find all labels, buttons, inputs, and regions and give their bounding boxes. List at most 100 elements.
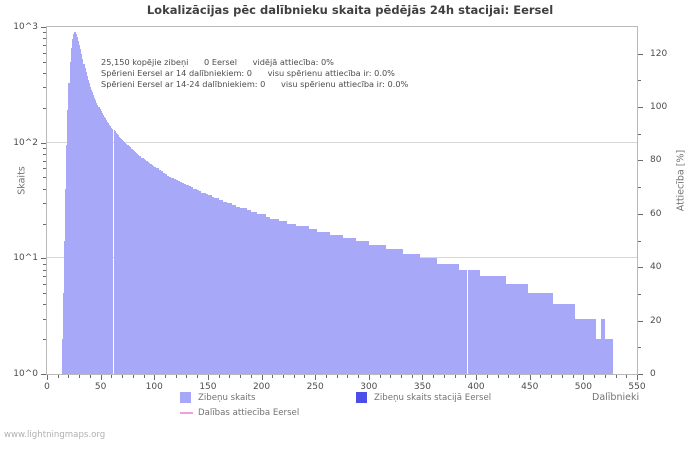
histogram-bar: [291, 223, 296, 374]
x-axis-minor-tick: [283, 375, 284, 378]
y-axis-right-tick: [638, 320, 643, 322]
x-axis-minor-tick: [132, 375, 134, 378]
x-axis-minor-tick: [272, 375, 274, 378]
x-axis-minor-tick: [175, 375, 177, 378]
histogram-bar: [158, 170, 161, 374]
legend-item[interactable]: Dalības attiecība Eersel: [180, 408, 299, 418]
histogram-bar: [244, 208, 247, 374]
histogram-bar: [188, 186, 191, 374]
histogram-bar: [416, 253, 421, 374]
y-axis-left-minor-tick: [43, 339, 46, 341]
histogram-bar: [566, 304, 571, 374]
histogram-bar: [398, 249, 404, 374]
histogram-bar: [152, 165, 154, 374]
x-axis-tick-label: 0: [44, 382, 50, 392]
histogram-bar: [146, 161, 148, 374]
histogram-bar: [536, 293, 541, 374]
histogram-bar: [138, 155, 140, 374]
x-axis-minor-tick: [336, 375, 338, 378]
y-axis-right-minor-tick: [638, 347, 641, 349]
legend-item[interactable]: Zibeņu skaits stacijā Eersel: [356, 392, 491, 403]
histogram-bar: [233, 204, 236, 374]
x-axis-minor-tick: [57, 375, 59, 378]
y-axis-left-tick: [41, 258, 46, 260]
histogram-bar: [88, 83, 90, 374]
x-axis-tick: [207, 375, 209, 380]
histogram-bar: [98, 107, 100, 374]
histogram-bar: [220, 199, 223, 374]
y-axis-left-tick-label: 10^1: [13, 253, 38, 264]
histogram-bar: [347, 237, 352, 374]
legend-item[interactable]: Zibeņu skaits: [180, 392, 255, 403]
histogram-bar: [111, 127, 113, 374]
y-axis-right-tick-label: 80: [650, 155, 662, 166]
histogram-bar: [96, 102, 98, 374]
y-axis-left-minor-tick: [43, 188, 46, 190]
histogram-bar: [242, 208, 245, 374]
x-axis-minor-tick: [454, 375, 456, 378]
histogram-bar: [523, 284, 528, 374]
histogram-bar: [129, 147, 131, 374]
y-axis-left-tick: [41, 374, 46, 375]
histogram-bar: [203, 192, 206, 374]
histogram-bar: [237, 206, 241, 374]
histogram-bar: [385, 249, 391, 374]
histogram-bar: [113, 130, 115, 374]
histogram-bar: [148, 162, 150, 374]
x-axis-minor-tick: [250, 375, 252, 378]
legend-label: Dalības attiecība Eersel: [198, 408, 300, 418]
x-axis-minor-tick: [615, 375, 617, 378]
histogram-bar: [420, 258, 425, 374]
x-axis-minor-tick: [186, 375, 188, 378]
legend-line-marker-icon: [180, 412, 193, 414]
histogram-bar: [514, 284, 519, 374]
histogram-bar: [214, 198, 217, 374]
histogram-bar: [149, 163, 152, 374]
y-axis-left-title: Skaits: [16, 166, 28, 195]
x-axis-tick: [47, 375, 48, 380]
histogram-bar: [109, 124, 111, 374]
x-axis-minor-tick: [401, 375, 402, 378]
histogram-bar: [153, 165, 155, 374]
histogram-bar: [132, 150, 134, 374]
histogram-bar: [519, 284, 524, 374]
histogram-bar: [225, 201, 228, 374]
x-axis-minor-tick: [111, 375, 113, 378]
x-axis-minor-tick: [122, 375, 124, 378]
histogram-bar: [557, 304, 562, 374]
histogram-bar: [81, 54, 83, 374]
x-axis-minor-tick: [433, 375, 435, 378]
histogram-bar: [65, 188, 67, 374]
histogram-bar: [531, 293, 537, 374]
x-axis-tick-label: 50: [94, 382, 107, 392]
y-axis-right-tick: [638, 374, 643, 375]
histogram-bar: [93, 95, 95, 374]
histogram-bar: [144, 159, 146, 374]
x-axis-minor-tick: [508, 375, 510, 378]
histogram-bar: [246, 210, 249, 374]
histogram-bar: [68, 82, 70, 374]
histogram-bar: [106, 120, 108, 374]
x-axis-tick-label: 300: [360, 382, 378, 392]
y-axis-right-tick-label: 100: [650, 102, 668, 113]
x-axis-minor-tick: [197, 375, 199, 378]
histogram-bar: [117, 135, 119, 374]
histogram-bar: [471, 269, 477, 374]
histogram-bar: [201, 192, 204, 374]
x-axis-minor-tick: [572, 375, 574, 378]
histogram-bar: [216, 198, 219, 374]
histogram-bar: [360, 241, 365, 374]
histogram-bar: [579, 318, 584, 374]
plot-annotations: 25,150 kopējie zibeņi 0 Eersel vidējā at…: [101, 57, 408, 91]
y-axis-left-minor-tick: [43, 276, 46, 278]
histogram-bar: [561, 304, 567, 374]
y-axis-right-tick: [638, 267, 643, 269]
histogram-bar: [156, 168, 159, 374]
histogram-bar: [304, 226, 309, 374]
histogram-bar: [186, 185, 189, 374]
histogram-bar: [476, 269, 481, 374]
histogram-bar: [433, 258, 438, 374]
y-axis-right-tick-label: 60: [650, 208, 662, 219]
histogram-bar: [116, 133, 118, 374]
histogram-bar: [162, 172, 165, 374]
